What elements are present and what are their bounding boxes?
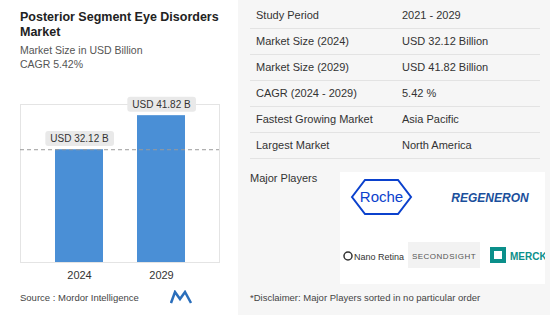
html-text:Major Players: Major Players bbox=[250, 172, 318, 184]
html-text:USD 32.12 Billion: USD 32.12 Billion bbox=[402, 35, 489, 47]
svg-text:Nano Retina: Nano Retina bbox=[354, 252, 404, 262]
html-text:Study Period: Study Period bbox=[256, 9, 319, 21]
html-text:2021 - 2029: 2021 - 2029 bbox=[402, 9, 461, 21]
svg-text:Roche: Roche bbox=[360, 188, 403, 205]
html-text:Market Size (2024): Market Size (2024) bbox=[256, 35, 349, 47]
html-text:Market Size in USD Billion: Market Size in USD Billion bbox=[20, 44, 143, 56]
svg-text:2024: 2024 bbox=[67, 269, 91, 281]
html-text:Market Size (2029): Market Size (2029) bbox=[256, 61, 349, 73]
html-text:USD 41.82 Billion: USD 41.82 Billion bbox=[402, 61, 489, 73]
html-text:*Disclaimer: Major Players sor: *Disclaimer: Major Players sorted in no … bbox=[250, 292, 481, 303]
svg-text:USD 41.82 B: USD 41.82 B bbox=[132, 99, 191, 110]
svg-text:2029: 2029 bbox=[149, 269, 173, 281]
html-text:Largest Market: Largest Market bbox=[256, 139, 330, 151]
html-text:CAGR (2024 - 2029): CAGR (2024 - 2029) bbox=[256, 87, 357, 99]
html-text:North America: North America bbox=[402, 139, 472, 151]
svg-text:MERCK: MERCK bbox=[510, 251, 545, 262]
html-text:Posterior Segment Eye Disorder: Posterior Segment Eye Disorders Market bbox=[20, 10, 219, 39]
html-text:Asia Pacific: Asia Pacific bbox=[402, 113, 459, 125]
svg-text:USD 32.12 B: USD 32.12 B bbox=[50, 133, 109, 144]
svg-text:REGENERON: REGENERON bbox=[451, 191, 529, 205]
html-text:Source : Mordor Intelligence: Source : Mordor Intelligence bbox=[20, 292, 139, 303]
svg-text:SECONDSIGHT: SECONDSIGHT bbox=[412, 252, 476, 261]
html-text:5.42 %: 5.42 % bbox=[402, 87, 437, 99]
html-text:Fastest Growing Market: Fastest Growing Market bbox=[256, 113, 373, 125]
html-text:CAGR 5.42%: CAGR 5.42% bbox=[20, 58, 83, 70]
